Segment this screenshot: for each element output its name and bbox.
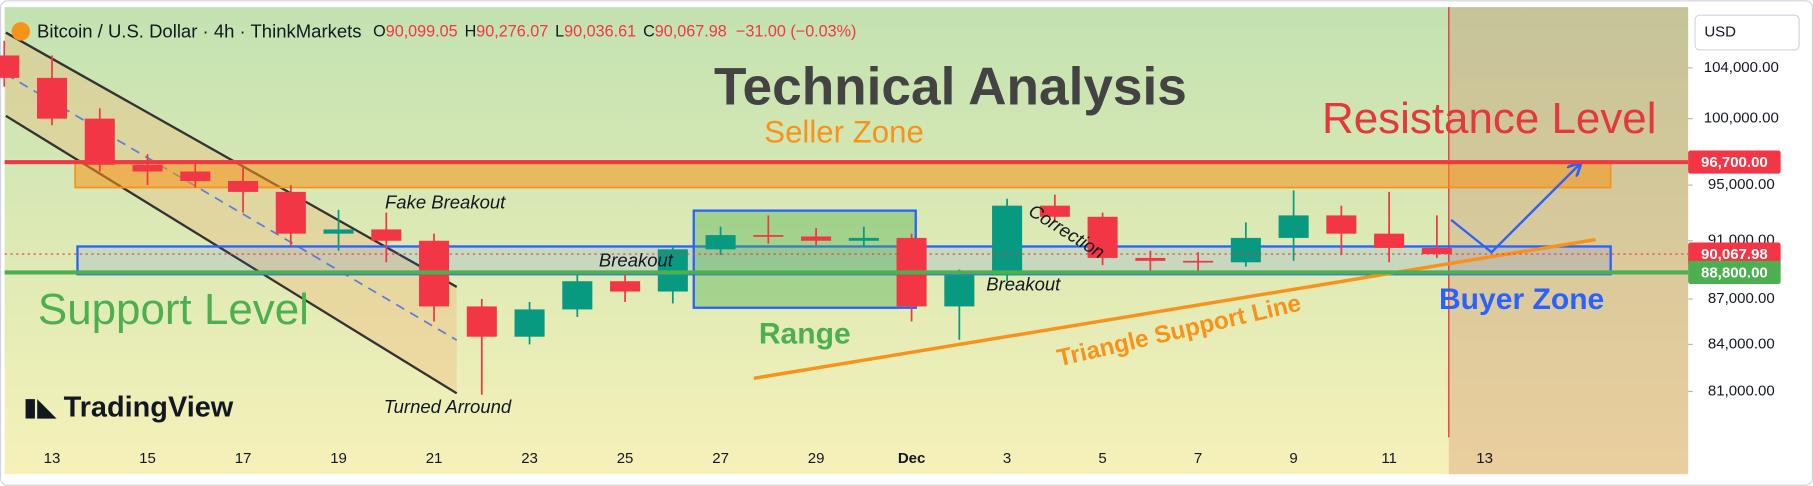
candle-body [1039,205,1070,217]
price-label: 96,700.00 [1701,154,1768,171]
x-tick-label: 13 [44,450,61,467]
currency[interactable]: USD [1704,24,1736,41]
y-tick-label: 81,000.00 [1708,382,1775,399]
candle-body [1278,215,1309,238]
x-tick-label: 17 [235,450,252,467]
brand-name: TradingView [64,391,234,423]
y-tick-label: 84,000.00 [1708,335,1775,352]
ohlc-key: L [555,23,564,41]
x-tick-label: 29 [808,450,825,467]
annotation: Breakout [986,274,1061,295]
annotation: Turned Arround [384,396,512,417]
candle-body [1374,233,1405,248]
candle-body [1183,260,1214,263]
candle-body [1230,237,1261,263]
candle-body [84,118,115,165]
x-tick-label: 15 [139,450,156,467]
y-tick-label: 95,000.00 [1708,176,1775,193]
annotation: Buyer Zone [1439,283,1604,316]
candle-body [1421,247,1452,255]
annotation: Breakout [599,249,674,270]
y-tick-label: 104,000.00 [1704,59,1779,76]
price-label: 88,800.00 [1701,265,1768,282]
x-tick-label: 13 [1476,450,1493,467]
candle-body [514,309,545,337]
candle-body [610,281,641,292]
candle-body [1087,216,1118,258]
x-tick-label: 21 [426,450,443,467]
channel-upper [5,31,458,288]
x-tick-label: 11 [1381,450,1397,467]
candle-body [992,205,1023,276]
seller-zone [74,160,1612,189]
date-range [1448,7,1689,475]
y-tick-label: 100,000.00 [1704,110,1779,127]
x-tick-label: 9 [1289,450,1297,467]
candle-body [1135,257,1166,261]
brand-mark: ▮◣ [23,393,57,421]
x-tick-label: 19 [330,450,347,467]
candle-body [1326,215,1357,234]
ohlc-value: 90,276.07 [476,23,548,41]
brand-logo: ▮◣ TradingView [23,391,234,423]
y-tick-label: 87,000.00 [1708,290,1775,307]
x-tick-label: 25 [617,450,634,467]
candle-body [371,229,402,241]
ohlc-value: 90,036.61 [564,23,636,41]
candle-body [753,235,784,237]
candle-body [132,164,163,172]
price-label-box [1688,242,1781,266]
candle-body [37,77,68,119]
price-label-box [1688,150,1781,174]
currency-button[interactable] [1694,14,1800,51]
x-tick-label: 7 [1194,450,1202,467]
triangle-support-line [753,237,1596,380]
x-tick-label: 3 [1003,450,1011,467]
range-box [692,209,917,309]
price-label: 90,067.98 [1701,246,1768,263]
ohlc-value: 90,099.05 [386,23,458,41]
x-tick-label: 27 [712,450,729,467]
channel-fill [5,32,457,394]
candle-body [705,235,736,250]
candle-body [466,306,497,337]
projection-arrow [1450,164,1579,254]
annotation: Fake Breakout [385,192,506,213]
candle-body [228,180,259,192]
candle-body [562,281,593,310]
bitcoin-icon [11,22,31,41]
ohlc-key: O [373,23,386,41]
candle-body [275,191,306,234]
x-tick-label: 23 [521,450,538,467]
x-tick-label: 5 [1098,450,1106,467]
candle-body [323,229,354,234]
annotation: Resistance Level [1322,94,1656,143]
candle-body [944,275,975,307]
change: −31.00 (−0.03%) [736,23,856,41]
plot-background [4,7,1689,475]
candle-body [801,236,832,241]
candle-body [0,55,20,78]
legend-header: Bitcoin / U.S. Dollar · 4h · ThinkMarket… [37,20,856,41]
ohlc-value: 90,067.98 [655,23,727,41]
buyer-zone [76,245,1612,276]
ohlc-key: C [643,23,655,41]
symbol: Bitcoin / U.S. Dollar · 4h · ThinkMarket… [37,20,362,41]
candle-body [848,237,879,241]
candle-body [180,171,211,181]
annotation: Seller Zone [764,115,924,150]
price-label-box [1688,260,1781,285]
x-tick-label: Dec [898,450,926,467]
annotation: Technical Analysis [714,57,1187,116]
annotation: Support Level [38,285,309,334]
channel-mid [5,73,458,341]
ohlc-key: H [465,23,477,41]
annotation: Range [759,317,851,350]
